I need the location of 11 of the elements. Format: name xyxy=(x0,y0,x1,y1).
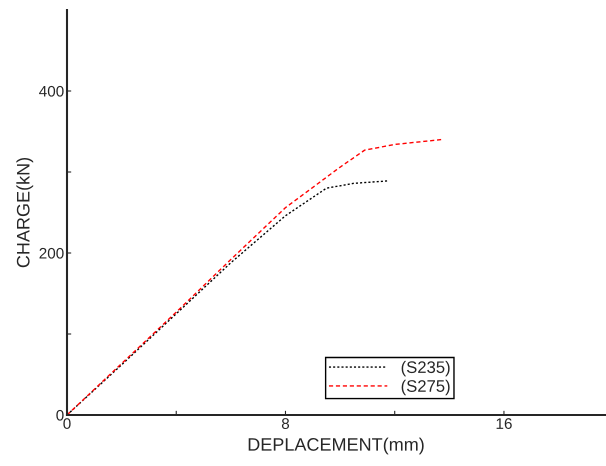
line-series xyxy=(67,180,389,415)
legend-label: (S275) xyxy=(402,380,450,396)
x-axis-title: DEPLACEMENT(mm) xyxy=(248,438,424,454)
y-tick-label: 200 xyxy=(40,248,64,259)
x-tick-label: 0 xyxy=(63,418,71,429)
y-tick-label: 0 xyxy=(56,410,64,421)
y-tick-label: 400 xyxy=(39,86,64,97)
y-axis-title: CHARGE(kN) xyxy=(16,158,34,268)
x-tick-label: 16 xyxy=(496,418,512,429)
legend-label: (S235) xyxy=(402,360,450,376)
x-tick-label: 8 xyxy=(282,418,290,429)
